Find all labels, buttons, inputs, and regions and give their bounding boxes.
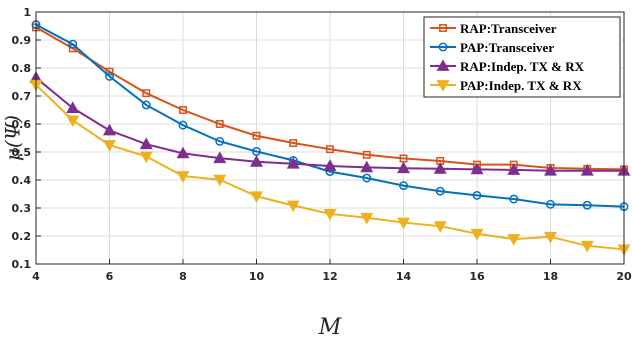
triangle-down-marker	[66, 115, 80, 128]
triangle-down-marker	[323, 208, 337, 221]
triangle-down-marker	[580, 240, 594, 253]
triangle-up-marker	[286, 157, 300, 169]
circle-marker	[215, 136, 225, 146]
triangle-up-marker	[397, 161, 410, 174]
series-line	[35, 26, 625, 171]
circle-marker	[546, 199, 555, 209]
y-tick-label: 0.9	[12, 34, 32, 47]
circle-marker	[472, 190, 482, 200]
series-rap-indep-tx-rx	[29, 71, 631, 176]
circle-marker	[438, 42, 448, 52]
triangle-up-marker	[176, 146, 190, 159]
square-marker	[362, 150, 371, 159]
y-tick-label: 1	[23, 6, 31, 19]
y-tick-label: 0.4	[12, 174, 32, 187]
square-marker	[326, 145, 334, 154]
circle-marker	[362, 173, 372, 183]
triangle-up-marker	[433, 162, 447, 174]
x-tick-label: 18	[543, 270, 558, 283]
circle-marker	[435, 186, 445, 196]
triangle-up-marker	[470, 162, 484, 175]
circle-marker	[68, 39, 78, 49]
x-tick-label: 6	[106, 270, 114, 283]
legend-box	[423, 16, 621, 98]
series-line	[35, 23, 625, 208]
triangle-down-marker	[213, 174, 227, 187]
y-tick-label: 0.3	[12, 202, 32, 215]
circle-marker	[178, 120, 188, 130]
triangle-down-marker	[360, 212, 374, 225]
series-pap-transceiver	[31, 20, 629, 212]
square-marker	[179, 106, 187, 114]
x-axis-ticks: 4 6 8 10 12 14 16 18 20	[32, 259, 632, 283]
x-tick-label: 4	[32, 270, 40, 283]
triangle-up-marker	[250, 155, 263, 167]
square-marker	[439, 24, 447, 32]
triangle-down-marker	[139, 151, 153, 164]
y-tick-label: 0.7	[12, 90, 32, 103]
triangle-up-marker	[436, 59, 450, 71]
legend: RAP:Transceiver PAP:Transceiver RAP:Indep.…	[423, 16, 621, 98]
x-tick-label: 10	[249, 270, 265, 283]
square-marker	[252, 131, 261, 140]
x-axis-label: M	[318, 315, 342, 339]
series-pap-indep-tx-rx	[29, 79, 631, 257]
x-tick-label: 20	[616, 270, 632, 283]
triangle-down-marker	[470, 228, 484, 241]
legend-label: RAP:Indep. TX & RX	[460, 59, 585, 74]
legend-label: RAP:Transceiver	[460, 21, 557, 36]
triangle-up-marker	[66, 101, 80, 113]
triangle-down-marker	[250, 191, 263, 203]
triangle-down-marker	[176, 171, 190, 183]
y-tick-label: 0.6	[12, 118, 32, 131]
y-tick-label: 0.1	[12, 258, 32, 271]
triangle-up-marker	[103, 123, 116, 136]
x-tick-label: 16	[469, 270, 485, 283]
y-tick-label: 0.8	[12, 62, 32, 75]
square-marker	[215, 120, 224, 128]
triangle-down-marker	[103, 140, 116, 152]
triangle-down-marker	[544, 231, 557, 244]
circle-marker	[141, 100, 151, 110]
circle-marker	[105, 71, 114, 81]
triangle-up-marker	[139, 137, 153, 150]
triangle-down-marker	[436, 80, 450, 92]
triangle-up-marker	[507, 163, 521, 175]
y-tick-label: 0.5	[12, 146, 32, 159]
triangle-up-marker	[213, 151, 227, 164]
y-axis-label: μ(Ψ)	[1, 115, 25, 161]
y-tick-label: 0.2	[12, 230, 32, 243]
triangle-up-marker	[544, 164, 557, 176]
triangle-up-marker	[360, 160, 374, 173]
x-tick-label: 8	[179, 270, 187, 283]
triangle-up-marker	[323, 159, 337, 171]
triangle-up-marker	[580, 164, 594, 176]
triangle-down-marker	[433, 221, 447, 233]
circle-marker	[509, 194, 519, 204]
x-tick-label: 12	[322, 270, 337, 283]
triangle-down-marker	[507, 234, 521, 246]
y-axis-ticks: 0.1 0.2 0.3 0.4 0.5 0.6 0.7 0.8 0.9 1	[12, 6, 41, 271]
circle-marker	[582, 200, 592, 210]
triangle-down-marker	[286, 200, 300, 213]
square-marker	[142, 89, 151, 98]
circle-marker	[399, 181, 408, 191]
square-marker	[289, 139, 298, 147]
square-marker	[105, 67, 114, 76]
triangle-down-marker	[397, 217, 410, 230]
legend-label: PAP:Transceiver	[460, 40, 554, 55]
legend-label: PAP:Indep. TX & RX	[460, 78, 582, 93]
series-group	[29, 20, 631, 257]
x-tick-label: 14	[396, 270, 412, 283]
